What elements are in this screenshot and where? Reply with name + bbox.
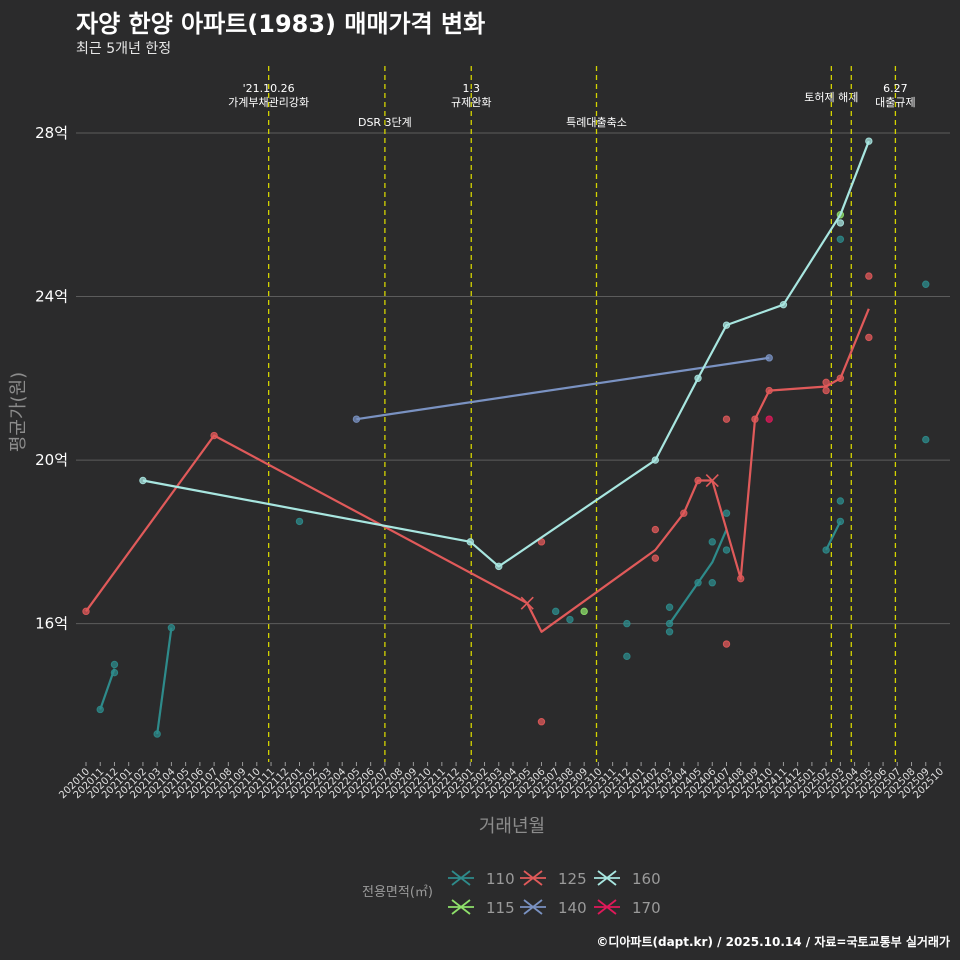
cross-marker-125 [520,596,534,610]
data-point-110 [836,235,845,243]
legend-item-170: 170 [594,899,661,917]
data-point-160 [865,137,873,145]
data-point-160 [694,374,702,382]
series-line-125 [85,308,870,633]
data-point-125 [680,509,688,517]
data-point-160 [651,456,660,464]
data-point-110 [110,660,119,669]
y-tick-label: 28억 [35,124,68,142]
data-point-110 [295,517,304,526]
data-point-170 [765,415,773,423]
data-point-110 [665,628,674,636]
data-point-110 [922,280,930,288]
data-point-110 [708,538,716,546]
data-point-125 [722,415,731,423]
y-axis-title: 평균가(원) [8,372,29,452]
legend-item-140: 140 [520,899,587,917]
data-point-125 [765,386,773,395]
data-point-115 [580,607,588,616]
legend-item-110: 110 [448,870,515,888]
event-annotation: '21.10.26 [243,82,295,95]
legend-label: 115 [486,899,515,917]
event-annotation: 6.27 [883,82,908,95]
data-point-110 [623,619,631,628]
data-point-110 [922,435,930,444]
data-point-125 [836,374,845,382]
event-annotation: DSR 3단계 [358,116,412,129]
data-point-125 [82,607,90,616]
y-tick-label: 20억 [35,451,68,469]
data-point-110 [708,579,716,587]
legend-label: 170 [632,899,661,917]
series-125 [82,272,873,726]
legend-label: 125 [558,870,587,888]
data-point-110 [167,623,176,632]
data-point-110 [694,579,702,587]
y-tick-label: 24억 [35,288,68,306]
data-point-110 [665,603,674,611]
series-110 [96,235,930,738]
data-point-125 [537,718,546,726]
series-line-110 [156,627,173,735]
data-point-110 [665,619,674,628]
legend-label: 110 [486,870,515,888]
series-line-140 [356,356,770,421]
data-point-110 [96,705,104,714]
data-point-125 [751,415,759,423]
series-line-110 [825,520,842,551]
series-170 [765,415,773,423]
data-point-160 [779,300,788,309]
data-point-125 [822,378,830,387]
series-160 [139,137,873,571]
data-point-125 [865,333,873,342]
data-point-110 [836,497,845,505]
event-annotation: 규제완화 [451,96,491,109]
event-annotation: 가계부채관리강화 [228,96,309,109]
data-point-125 [210,431,218,440]
data-point-125 [651,525,660,534]
data-point-160 [466,538,474,546]
data-point-110 [822,546,830,554]
data-point-110 [623,652,631,661]
x-axis-title: 거래년월 [479,816,545,837]
event-annotation: 1.3 [462,82,480,95]
data-point-125 [651,554,660,562]
event-annotation: 대출규제 [875,96,915,109]
legend-label: 160 [632,870,661,888]
event-annotation: 토허제 해제 [804,90,858,104]
data-point-140 [352,415,361,423]
legend-label: 140 [558,899,587,917]
data-point-140 [765,354,773,362]
data-point-110 [836,517,845,526]
series-line-160 [142,140,870,568]
cross-marker-125 [705,473,719,488]
data-point-125 [694,476,702,485]
data-point-160 [836,219,845,227]
source-caption: ©디아파트(dapt.kr) / 2025.10.14 / 자료=국토교통부 실… [596,935,950,949]
chart-subtitle: 최근 5개년 한정 [76,41,172,57]
data-point-110 [153,730,161,738]
event-annotation: 특례대출축소 [566,116,627,129]
data-point-125 [737,574,745,583]
series-140 [352,354,773,423]
data-point-160 [722,321,731,329]
data-point-160 [495,562,503,571]
legend-item-115: 115 [448,899,515,917]
data-point-110 [566,615,574,624]
data-point-125 [822,386,830,395]
data-point-110 [722,546,731,554]
data-point-110 [722,509,731,517]
data-point-125 [865,272,873,280]
legend-item-160: 160 [594,870,661,888]
legend-title: 전용면적(㎡) [362,885,433,900]
legend-item-125: 125 [520,870,587,888]
series-line-110 [668,529,728,625]
data-point-125 [722,640,731,648]
data-point-110 [552,607,560,616]
data-point-110 [110,668,119,677]
data-point-160 [139,476,147,485]
chart-title: 자양 한양 아파트(1983) 매매가격 변화 [76,10,486,38]
y-tick-label: 16억 [35,615,68,633]
